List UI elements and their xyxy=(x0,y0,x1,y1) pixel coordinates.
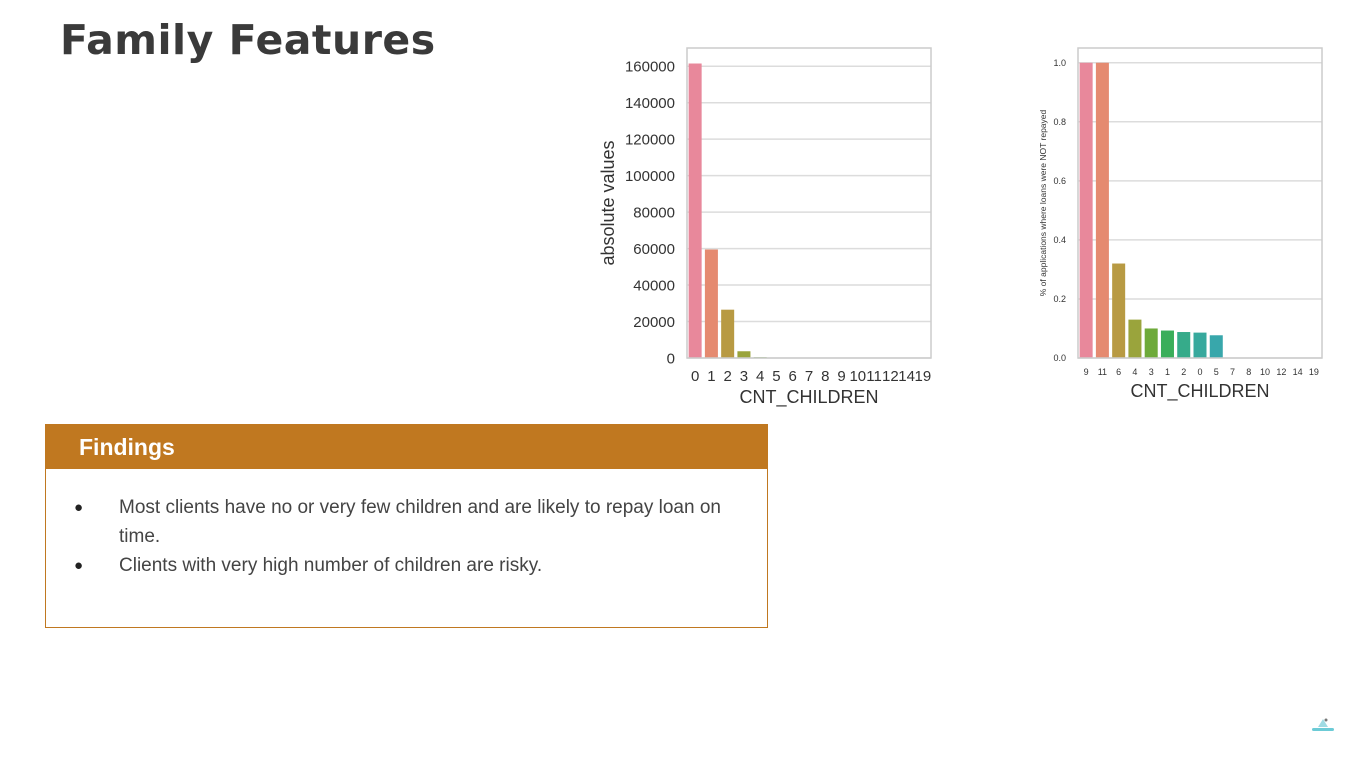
x-tick-label: 2 xyxy=(723,368,731,385)
x-tick-label: 5 xyxy=(772,368,780,385)
plot-frame xyxy=(686,47,932,359)
y-tick-label: 0.4 xyxy=(1053,235,1066,245)
bullet-icon: ● xyxy=(74,499,84,516)
x-tick-label: 11 xyxy=(1098,367,1107,377)
bar xyxy=(1177,332,1191,358)
x-tick-label: 8 xyxy=(821,368,829,385)
x-tick-label: 0 xyxy=(1197,367,1202,377)
bar xyxy=(1079,62,1093,358)
x-tick-label: 12 xyxy=(1276,367,1286,377)
x-tick-label: 4 xyxy=(756,368,764,385)
findings-list: ● Most clients have no or very few child… xyxy=(46,469,767,580)
x-tick-label: 11 xyxy=(866,368,882,385)
y-tick-label: 20000 xyxy=(633,314,675,331)
x-tick-label: 5 xyxy=(1214,367,1219,377)
bar xyxy=(688,63,702,358)
y-tick-label: 40000 xyxy=(633,277,675,294)
x-tick-label: 14 xyxy=(1293,367,1303,377)
y-tick-label: 0.0 xyxy=(1053,353,1066,363)
bar xyxy=(1112,263,1126,358)
chart-cnt-children-counts: 0 20000 40000 60000 80000 100000 120000 140000 1… xyxy=(598,47,932,408)
y-tick-label: 80000 xyxy=(633,204,675,221)
x-tick-label: 6 xyxy=(1116,367,1121,377)
findings-item-text: Most clients have no or very few childre… xyxy=(119,497,721,547)
x-axis-label: CNT_CHILDREN xyxy=(1130,381,1269,402)
bar xyxy=(721,309,735,358)
y-tick-label: 160000 xyxy=(625,58,675,75)
findings-header: Findings xyxy=(46,425,767,469)
y-tick-label: 0.2 xyxy=(1053,294,1066,304)
x-tick-label: 14 xyxy=(898,368,915,385)
x-tick-label: 6 xyxy=(789,368,797,385)
y-tick-label: 0.8 xyxy=(1053,117,1066,127)
x-axis-label: CNT_CHILDREN xyxy=(739,387,878,408)
slide-title: Family Features xyxy=(60,16,436,64)
findings-item: ● Most clients have no or very few child… xyxy=(74,493,727,551)
findings-item-text: Clients with very high number of childre… xyxy=(119,555,543,576)
y-axis-label: absolute values xyxy=(598,140,618,265)
bar xyxy=(1128,319,1142,358)
plot-area xyxy=(687,48,931,358)
y-tick-label: 60000 xyxy=(633,241,675,258)
bar xyxy=(1209,335,1223,358)
bullet-icon: ● xyxy=(74,557,84,574)
x-tick-label: 4 xyxy=(1132,367,1137,377)
x-tick-label: 9 xyxy=(1084,367,1089,377)
plot-frame xyxy=(1077,47,1323,359)
x-tick-label: 7 xyxy=(805,368,813,385)
x-tick-label: 7 xyxy=(1230,367,1235,377)
x-tick-label: 3 xyxy=(1149,367,1154,377)
chart-cnt-children-not-repaid-rate: 0.00.20.40.60.81.09 11 6 4 3 1 2 0 5 7 8 10 12 14 19CN… xyxy=(1038,47,1323,402)
bar xyxy=(1193,332,1207,358)
y-tick-label: 140000 xyxy=(625,95,675,112)
y-tick-label: 0 xyxy=(667,350,675,367)
x-tick-label: 1 xyxy=(707,368,715,385)
x-tick-label: 10 xyxy=(1260,367,1270,377)
bar xyxy=(1144,328,1158,358)
x-tick-label: 19 xyxy=(915,368,932,385)
findings-item: ● Clients with very high number of child… xyxy=(74,551,727,580)
x-tick-label: 9 xyxy=(837,368,845,385)
logo-icon xyxy=(1312,718,1334,731)
x-tick-label: 1 xyxy=(1165,367,1170,377)
y-tick-label: 100000 xyxy=(625,168,675,185)
bar xyxy=(704,249,718,358)
bar xyxy=(1095,62,1109,358)
x-tick-label: 0 xyxy=(691,368,699,385)
x-tick-label: 19 xyxy=(1309,367,1319,377)
y-axis-label: % of applications where loans were NOT r… xyxy=(1038,109,1048,296)
findings-title: Findings xyxy=(79,433,175,460)
x-tick-label: 12 xyxy=(882,368,899,385)
bar xyxy=(737,351,751,358)
y-tick-label: 120000 xyxy=(625,131,675,148)
y-tick-label: 1.0 xyxy=(1053,58,1066,68)
findings-panel: Findings ● Most clients have no or very … xyxy=(45,424,768,628)
x-tick-label: 10 xyxy=(849,368,866,385)
bar xyxy=(1160,330,1174,358)
x-tick-label: 8 xyxy=(1246,367,1251,377)
x-tick-label: 2 xyxy=(1181,367,1186,377)
x-tick-label: 3 xyxy=(740,368,748,385)
y-tick-label: 0.6 xyxy=(1053,176,1066,186)
